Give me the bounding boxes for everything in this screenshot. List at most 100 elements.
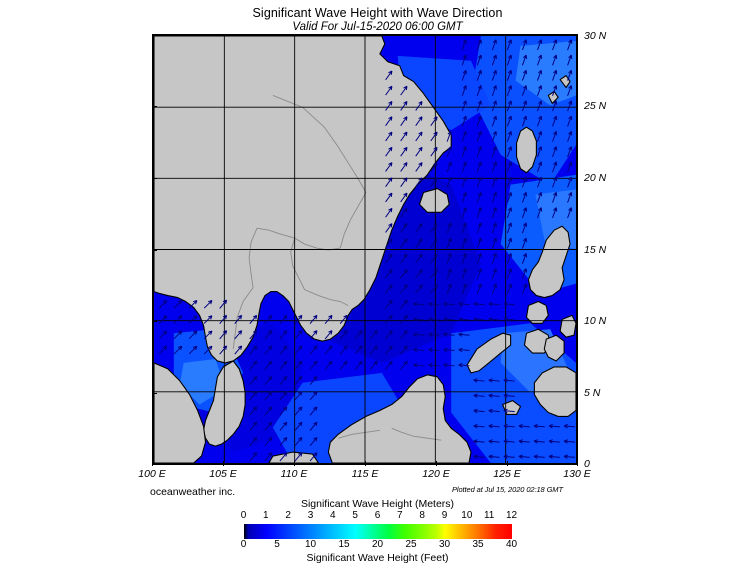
xtick-label-105E: 105 E bbox=[209, 468, 237, 480]
wave-direction-arrow bbox=[461, 283, 467, 295]
wave-direction-arrow bbox=[567, 85, 573, 97]
wave-direction-arrow bbox=[234, 330, 243, 340]
wave-direction-arrow bbox=[309, 421, 318, 431]
wave-direction-arrow bbox=[446, 283, 452, 295]
wave-direction-arrow bbox=[476, 115, 482, 127]
wave-direction-arrow bbox=[294, 406, 303, 416]
wave-direction-arrow bbox=[461, 253, 467, 264]
wave-direction-arrow bbox=[264, 436, 273, 447]
wave-direction-arrow bbox=[294, 452, 303, 462]
wave-direction-arrow bbox=[491, 191, 497, 203]
wave-direction-arrow bbox=[458, 347, 470, 353]
colorbar-tick-m-8: 8 bbox=[419, 510, 425, 521]
wave-direction-arrow bbox=[385, 238, 393, 249]
ryukyu-islet-a bbox=[559, 75, 571, 89]
colorbar-tick-m-1: 1 bbox=[263, 510, 269, 521]
wave-direction-arrow bbox=[369, 330, 378, 340]
wave-direction-arrow bbox=[219, 314, 228, 325]
wave-direction-arrow bbox=[521, 100, 528, 112]
wave-direction-arrow bbox=[503, 317, 515, 322]
wave-direction-arrow bbox=[249, 391, 258, 401]
wave-direction-arrow bbox=[461, 39, 467, 51]
wave-direction-arrow bbox=[461, 161, 467, 173]
wave-direction-arrow bbox=[473, 317, 485, 322]
wave-direction-arrow bbox=[279, 375, 288, 386]
wave-direction-arrow bbox=[567, 54, 573, 66]
colorbar-title-feet: Significant Wave Height (Feet) bbox=[306, 552, 449, 564]
wave-direction-arrow bbox=[476, 54, 482, 66]
luzon bbox=[527, 225, 571, 299]
wave-direction-arrow bbox=[476, 237, 482, 249]
colorbar-tick-ft-0: 0 bbox=[240, 539, 247, 550]
wave-direction-arrow bbox=[219, 299, 228, 309]
wave-direction-arrow bbox=[415, 101, 423, 111]
wave-direction-arrow bbox=[413, 301, 425, 307]
wave-direction-arrow bbox=[400, 207, 408, 218]
colorbar-gradient bbox=[243, 524, 512, 539]
wave-direction-arrow bbox=[521, 207, 528, 219]
wave-direction-arrow bbox=[413, 347, 425, 353]
wave-direction-arrow bbox=[552, 176, 558, 188]
ytick-label-25N: 25 N bbox=[584, 100, 607, 112]
wave-direction-arrow bbox=[506, 54, 513, 66]
wave-direction-arrow bbox=[521, 253, 528, 264]
wave-direction-arrow bbox=[264, 345, 273, 355]
wave-direction-arrow bbox=[264, 452, 273, 462]
wave-direction-arrow bbox=[506, 253, 513, 264]
wave-direction-arrow bbox=[506, 268, 513, 280]
wave-direction-arrow bbox=[339, 330, 348, 340]
colorbar-tick-ft-10: 10 bbox=[304, 539, 317, 550]
wave-direction-arrow bbox=[458, 332, 470, 337]
wave-direction-arrow bbox=[249, 360, 258, 370]
wave-direction-arrow bbox=[324, 345, 333, 355]
wave-direction-arrow bbox=[399, 345, 408, 355]
wave-direction-arrow bbox=[385, 85, 393, 96]
wave-direction-arrow bbox=[521, 69, 528, 81]
wave-direction-arrow bbox=[430, 146, 438, 157]
wave-direction-arrow bbox=[567, 100, 573, 112]
wave-direction-arrow bbox=[400, 192, 408, 203]
wave-direction-arrow bbox=[491, 39, 497, 51]
wave-direction-arrow bbox=[413, 362, 425, 368]
asia-mainland bbox=[154, 36, 452, 364]
wave-direction-arrow bbox=[309, 345, 318, 355]
wave-direction-arrow bbox=[354, 330, 363, 340]
wave-direction-arrow bbox=[506, 39, 513, 51]
wave-direction-arrow bbox=[443, 347, 455, 353]
wave-direction-arrow bbox=[430, 269, 438, 279]
xtick bbox=[577, 461, 578, 466]
wave-direction-arrow bbox=[521, 237, 528, 249]
xtick-label-125E: 125 E bbox=[493, 468, 521, 480]
wave-direction-arrow bbox=[339, 314, 348, 325]
wave-direction-arrow bbox=[476, 268, 482, 280]
wave-direction-arrow bbox=[552, 161, 558, 173]
wave-direction-arrow bbox=[506, 100, 513, 112]
wave-direction-arrow bbox=[400, 101, 408, 111]
wave-direction-arrow bbox=[476, 207, 482, 219]
wave-direction-arrow bbox=[537, 176, 543, 188]
wave-direction-arrow bbox=[294, 330, 303, 340]
wave-direction-arrow bbox=[503, 408, 515, 414]
wave-direction-arrow bbox=[491, 69, 497, 81]
wave-direction-arrow bbox=[443, 301, 455, 307]
wave-direction-arrow bbox=[491, 85, 497, 97]
wave-direction-arrow bbox=[552, 39, 558, 51]
wave-direction-arrow bbox=[476, 253, 482, 264]
wave-direction-arrow bbox=[476, 100, 482, 112]
wave-direction-arrow bbox=[567, 146, 573, 158]
wave-direction-arrow bbox=[158, 345, 168, 355]
mindoro bbox=[525, 300, 549, 324]
colorbar-title-meters: Significant Wave Height (Meters) bbox=[300, 498, 455, 510]
colorbar-tick-m-4: 4 bbox=[330, 510, 336, 521]
wave-direction-arrow bbox=[548, 423, 560, 429]
wave-direction-arrow bbox=[488, 423, 500, 429]
wave-direction-arrow bbox=[518, 454, 530, 459]
wave-direction-arrow bbox=[506, 222, 513, 234]
map-plot-area[interactable] bbox=[152, 34, 578, 465]
colorbar-tick-m-5: 5 bbox=[352, 510, 358, 521]
wave-direction-arrow bbox=[188, 330, 198, 340]
wave-direction-arrow bbox=[476, 85, 482, 97]
wave-direction-arrow bbox=[521, 176, 528, 188]
wave-direction-arrow bbox=[399, 330, 408, 340]
wave-direction-arrow bbox=[503, 454, 515, 459]
